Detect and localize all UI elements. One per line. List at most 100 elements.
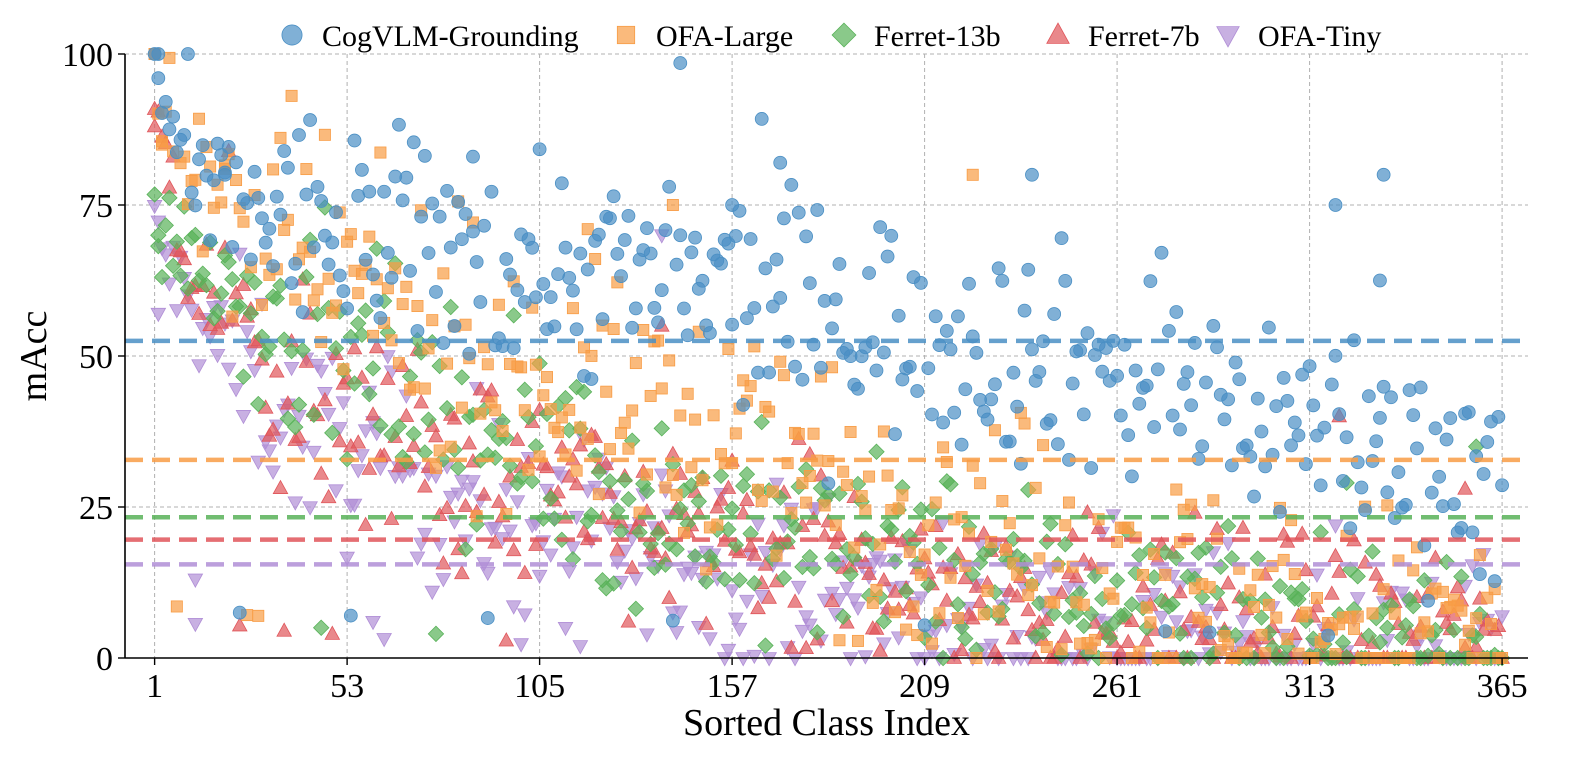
data-point <box>574 421 587 434</box>
data-point <box>489 404 502 417</box>
data-point <box>1020 601 1037 617</box>
legend-item[interactable]: CogVLM-Grounding <box>281 20 579 53</box>
data-point <box>1217 412 1232 427</box>
data-point <box>287 418 304 436</box>
data-point <box>800 496 813 509</box>
data-point <box>1445 621 1463 639</box>
data-point <box>607 323 620 336</box>
data-point <box>478 341 491 354</box>
data-point <box>441 357 454 370</box>
data-point <box>169 145 184 160</box>
data-point <box>298 268 315 286</box>
data-point <box>563 403 576 416</box>
legend-item[interactable]: Ferret-7b <box>1046 20 1200 53</box>
data-point <box>192 152 206 167</box>
legend-item[interactable]: OFA-Tiny <box>1216 20 1382 53</box>
data-point <box>969 345 984 360</box>
data-point <box>156 138 168 151</box>
data-point <box>292 128 306 142</box>
data-point <box>1164 595 1181 613</box>
data-point <box>1261 320 1276 335</box>
data-point <box>1407 564 1420 577</box>
data-point <box>187 573 204 588</box>
data-point <box>1076 407 1091 422</box>
data-point <box>1038 611 1055 626</box>
data-point <box>946 649 963 664</box>
data-point <box>1377 583 1390 596</box>
data-point <box>151 71 166 86</box>
data-point <box>1328 198 1343 212</box>
data-point <box>958 382 973 397</box>
data-point <box>573 246 588 261</box>
data-point <box>374 146 387 159</box>
data-point <box>302 501 318 516</box>
data-point <box>168 304 185 319</box>
data-point <box>536 277 551 291</box>
data-point <box>1379 619 1396 637</box>
data-point <box>773 155 788 170</box>
data-point <box>329 205 343 220</box>
data-point <box>352 287 365 300</box>
data-point <box>1212 596 1229 612</box>
data-point <box>1228 355 1243 370</box>
data-point <box>502 524 518 539</box>
data-point <box>403 263 417 278</box>
data-point <box>347 133 362 148</box>
data-point <box>557 621 574 637</box>
data-point <box>350 434 367 449</box>
data-point <box>984 392 999 407</box>
data-point <box>285 89 298 102</box>
data-point <box>673 228 688 243</box>
data-point <box>487 521 504 537</box>
data-point <box>433 444 446 457</box>
data-point <box>1235 615 1251 630</box>
data-point <box>1140 601 1153 614</box>
data-point <box>275 331 293 348</box>
data-point <box>720 479 737 494</box>
data-point <box>1371 634 1389 651</box>
data-point <box>1250 391 1265 406</box>
data-point <box>479 566 496 582</box>
data-point <box>1476 467 1491 481</box>
data-point <box>469 255 484 269</box>
data-point <box>505 307 522 324</box>
data-point <box>505 541 522 557</box>
data-point <box>455 401 468 414</box>
data-point <box>903 546 916 559</box>
legend-item[interactable]: OFA-Large <box>616 20 793 53</box>
data-point <box>938 592 955 607</box>
data-point <box>313 465 330 480</box>
data-point <box>566 302 579 315</box>
data-point <box>288 256 303 271</box>
data-point <box>443 240 458 255</box>
data-point <box>1311 592 1323 604</box>
data-point <box>891 308 906 323</box>
data-point <box>1332 407 1347 422</box>
data-point <box>918 548 931 561</box>
data-point <box>418 382 431 395</box>
data-point <box>910 384 925 398</box>
data-point <box>503 267 517 282</box>
legend[interactable]: CogVLM-Grounding OFA-Large Ferret-13b Ferre… <box>281 20 1382 53</box>
data-point <box>1148 548 1161 560</box>
data-point <box>1449 578 1466 594</box>
data-point <box>637 324 650 336</box>
data-point <box>240 196 255 210</box>
data-point <box>1110 368 1124 383</box>
data-point <box>229 155 243 170</box>
data-point <box>1416 572 1433 589</box>
data-point <box>198 276 215 294</box>
data-point <box>558 240 573 255</box>
legend-marker-icon <box>281 24 303 46</box>
data-point <box>666 469 679 481</box>
legend-item[interactable]: Ferret-13b <box>831 20 1001 53</box>
data-point <box>685 461 698 474</box>
data-point <box>1276 370 1291 385</box>
data-point <box>1107 592 1120 605</box>
data-point <box>1447 497 1461 511</box>
data-point <box>624 559 641 574</box>
data-point <box>195 138 210 153</box>
data-point <box>1254 424 1269 439</box>
data-point <box>1025 167 1039 182</box>
data-point <box>279 410 297 427</box>
